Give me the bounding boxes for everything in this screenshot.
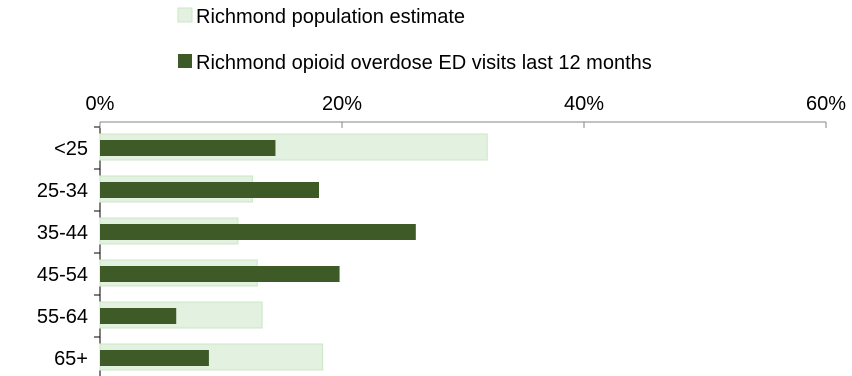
legend: Richmond population estimate Richmond op… (177, 6, 652, 74)
bar-visits (100, 140, 276, 156)
x-tick-label: 60% (806, 93, 846, 115)
y-tick-label: 45-54 (37, 264, 88, 286)
x-tick-label: 40% (564, 93, 604, 115)
legend-label-population: Richmond population estimate (196, 6, 465, 28)
bar-visits (100, 224, 416, 240)
legend-label-visits: Richmond opioid overdose ED visits last … (196, 52, 652, 74)
legend-swatch-population (177, 7, 193, 23)
bar-visits (100, 182, 320, 198)
legend-swatch-visits (178, 54, 192, 68)
x-tick-label: 0% (86, 93, 115, 115)
y-tick-label: 35-44 (37, 222, 88, 244)
y-tick-label: 65+ (54, 348, 88, 370)
x-tick-label: 20% (322, 93, 362, 115)
y-tick-label: 55-64 (37, 306, 88, 328)
bar-visits (100, 266, 340, 282)
bar-visits (100, 350, 209, 366)
y-tick-label: <25 (54, 138, 88, 160)
plot-area: 0% 20% 40% 60% <25 25-34 35-44 45-54 55-64 65+ (37, 93, 846, 376)
y-tick-label: 25-34 (37, 180, 88, 202)
bar-visits (100, 308, 177, 324)
